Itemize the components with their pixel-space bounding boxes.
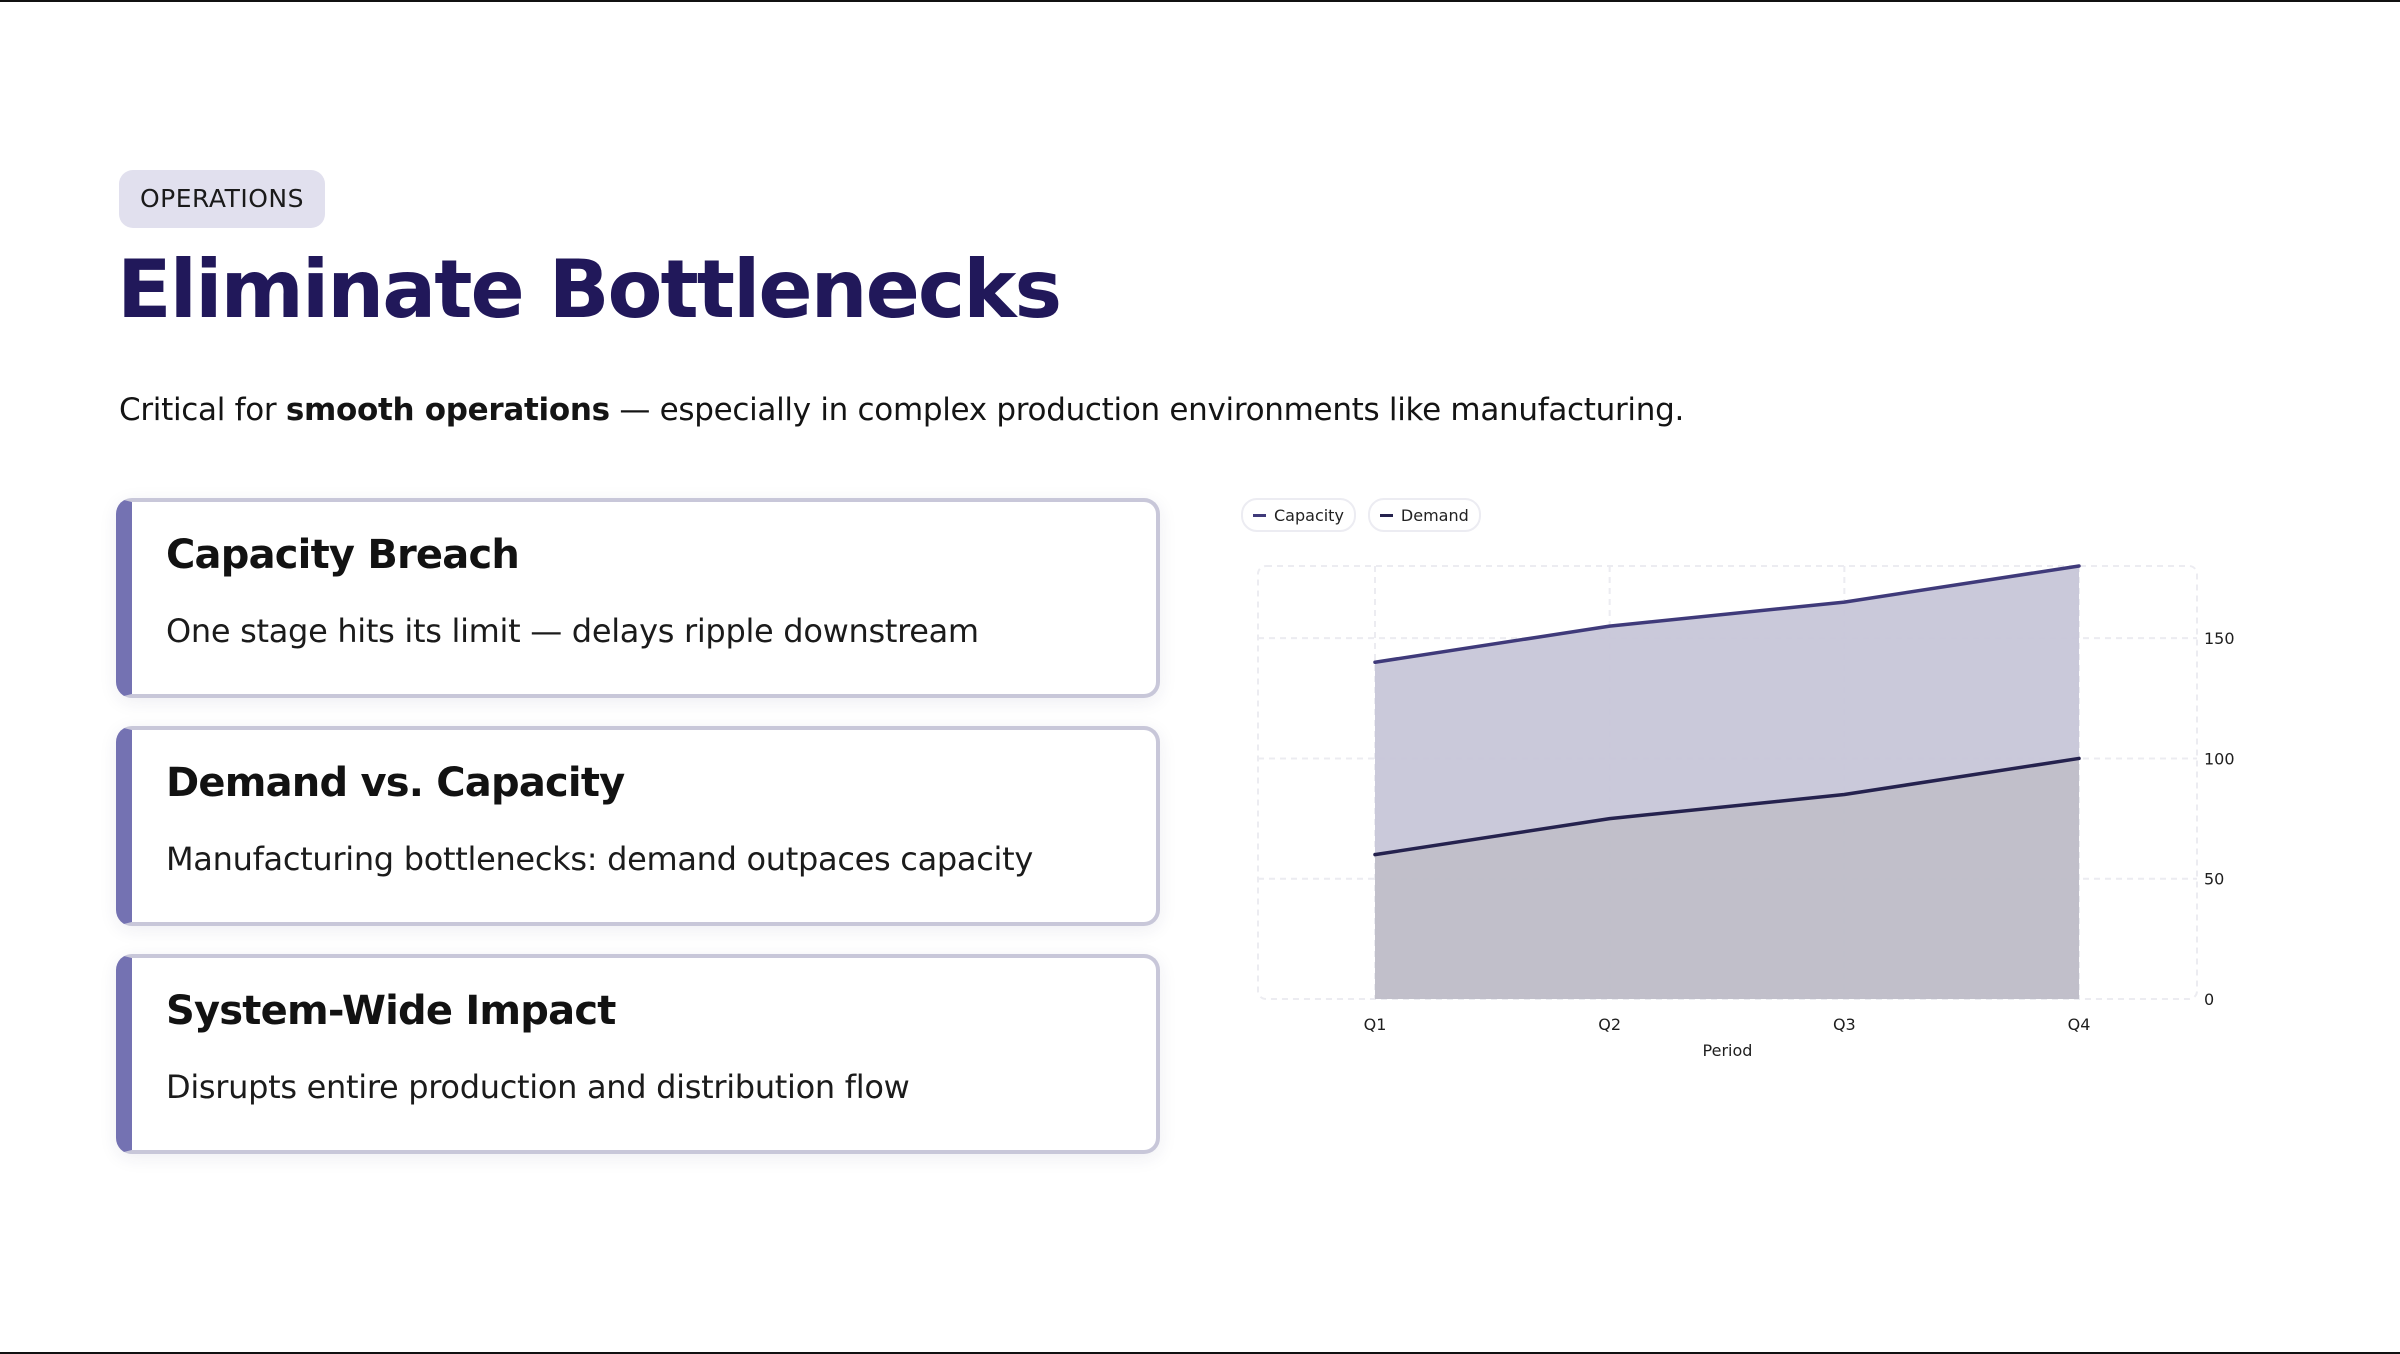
x-tick-label: Q3	[1833, 1015, 1856, 1034]
x-tick-label: Q2	[1598, 1015, 1621, 1034]
legend-swatch-capacity	[1253, 513, 1266, 517]
capacity-line	[1373, 564, 2081, 664]
card-capacity-breach: Capacity Breach One stage hits its limit…	[116, 498, 1160, 698]
demand-line	[1373, 756, 2081, 857]
x-tick-label: Q1	[1364, 1015, 1387, 1034]
card-title: System-Wide Impact	[166, 988, 616, 1034]
y-tick-label: 0	[2204, 990, 2214, 1009]
x-tick-label: Q4	[2068, 1015, 2091, 1034]
x-axis-label: Period	[1703, 1041, 1753, 1060]
card-system-wide-impact: System-Wide Impact Disrupts entire produ…	[116, 954, 1160, 1154]
legend-label: Capacity	[1274, 505, 1344, 525]
demand-area	[1375, 758, 2079, 999]
legend-item-capacity[interactable]: Capacity	[1241, 498, 1356, 532]
chart-legend: Capacity Demand	[1241, 498, 1481, 532]
legend-swatch-demand	[1379, 513, 1393, 517]
card-description: Manufacturing bottlenecks: demand outpac…	[166, 840, 1033, 878]
legend-label: Demand	[1400, 505, 1469, 525]
legend-item-demand[interactable]: Demand	[1367, 498, 1481, 532]
subtitle-emphasis: smooth operations	[285, 392, 610, 428]
y-tick-label: 100	[2204, 749, 2235, 768]
subtitle: Critical for smooth operations — especia…	[119, 388, 1684, 432]
card-description: Disrupts entire production and distribut…	[166, 1068, 910, 1106]
card-description: One stage hits its limit — delays ripple…	[166, 612, 979, 650]
subtitle-suffix: — especially in complex production envir…	[609, 392, 1685, 428]
section-tag: OPERATIONS	[119, 170, 325, 228]
card-title: Demand vs. Capacity	[166, 760, 625, 806]
card-title: Capacity Breach	[166, 532, 520, 578]
page-title: Eliminate Bottlenecks	[117, 243, 1062, 336]
subtitle-prefix: Critical for	[119, 392, 286, 428]
y-tick-label: 50	[2204, 870, 2224, 889]
card-demand-vs-capacity: Demand vs. Capacity Manufacturing bottle…	[116, 726, 1160, 926]
y-tick-label: 150	[2204, 629, 2235, 648]
